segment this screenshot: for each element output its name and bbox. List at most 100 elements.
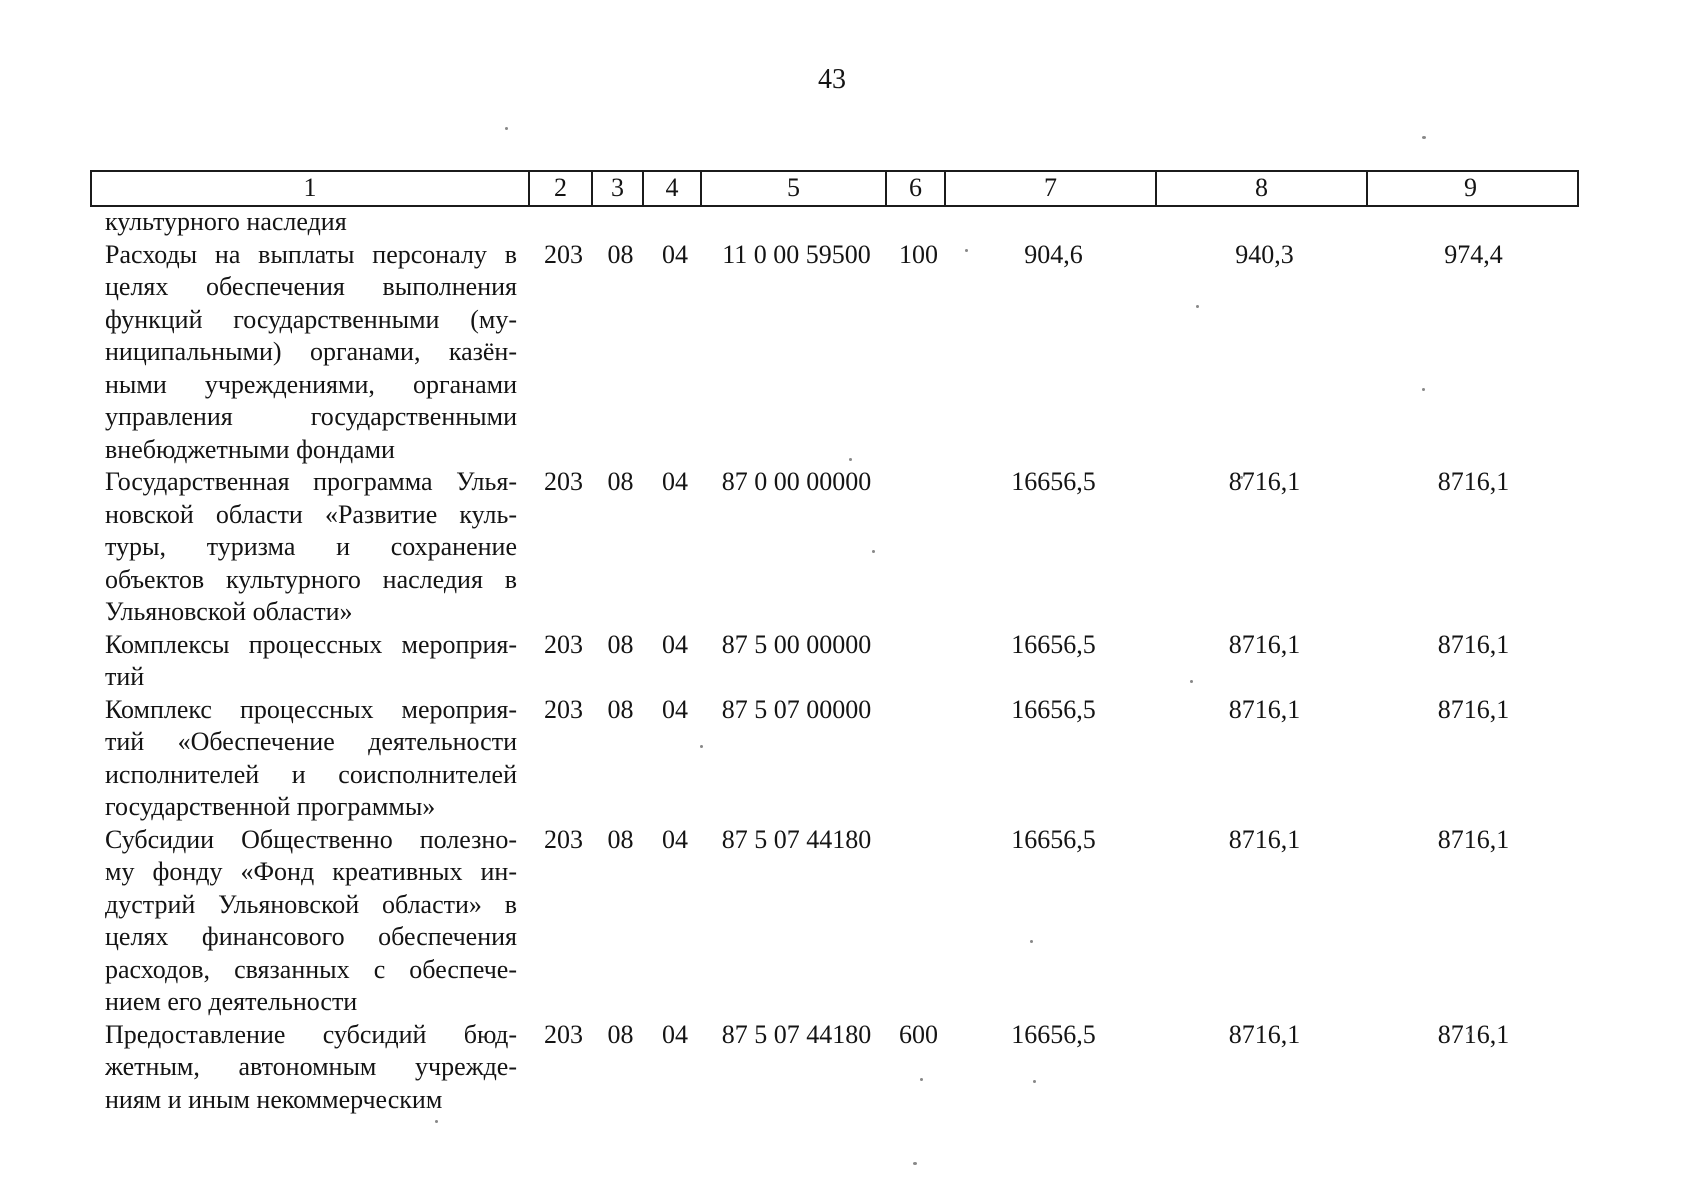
cell-c3: 08 [607,824,634,854]
table-row: Субсидии Общественно полезно-му фонду «Ф… [92,824,1577,1019]
row-text-line: Комплекс процессных мероприя- [105,694,517,724]
cell-c9: 8716,1 [1437,1019,1510,1049]
cell-c2: 203 [544,694,583,724]
scan-speck [1240,476,1243,479]
cell-c6 [889,206,948,239]
expense-name-cell: Расходы на выплаты персоналу в целях обес… [92,239,532,467]
cell-c2: 203 [544,239,583,269]
row-text-line: новской области «Развитие куль- [105,499,517,529]
scan-speck [1422,136,1426,139]
cell-c6: 600 [899,1019,938,1049]
column-number-cell: 4 [644,172,702,205]
cell-c7: 16656,5 [1011,1019,1096,1049]
column-number-cell: 8 [1157,172,1368,205]
row-text-line: туры, туризма и сохранение [105,532,517,561]
expense-name-cell: Предоставление субсидий бюд-жетным, авто… [92,1019,532,1117]
cell-c9 [1370,206,1577,239]
row-text-line: исполнителей и соисполнителей [105,759,517,789]
row-text-line: ными учреждениями, органами [105,369,517,399]
row-text-line: расходов, связанных с обеспече- [105,954,517,984]
scan-speck [849,458,852,461]
scan-speck [1190,680,1193,683]
scan-speck [505,127,508,130]
cell-c5: 11 0 00 59500 [722,239,871,269]
expense-name-cell: Комплексы процессных мероприя-тий [92,629,532,694]
row-text-line: функций государственными (му- [105,304,517,334]
table-row: Расходы на выплаты персоналу в целях обес… [92,239,1577,467]
row-text-line: Государственная программа Улья- [105,467,517,496]
row-text-line: Ульяновской области» [105,597,353,626]
cell-c3: 08 [607,239,634,269]
cell-c6 [889,694,948,824]
cell-c2: 203 [544,1019,583,1049]
scan-speck [1468,1032,1471,1035]
cell-c7: 16656,5 [1011,694,1096,724]
cell-c7: 16656,5 [1011,467,1096,496]
scan-speck [872,550,875,553]
cell-c5: 87 5 00 00000 [721,629,872,659]
cell-c3: 08 [607,467,634,496]
row-text-line: ниципальными) органами, казён- [105,337,517,366]
scan-speck [1196,305,1199,308]
cell-c5: 87 5 07 00000 [721,694,872,724]
cell-c3: 08 [607,629,634,659]
scan-speck [1033,1080,1036,1083]
cell-c9: 8716,1 [1437,629,1510,659]
cell-c8: 8716,1 [1228,467,1301,496]
row-text-line: Расходы на выплаты персоналу в [105,239,517,269]
row-text-line: тий [105,662,145,691]
row-text-line: ниям и иным некоммерческим [105,1084,443,1114]
row-text-line: Комплексы процессных мероприя- [105,629,517,659]
column-number-cell: 2 [530,172,593,205]
row-text-line: му фонду «Фонд креативных ин- [105,857,517,886]
cell-c3: 08 [607,694,634,724]
row-text-line: нием его деятельности [105,987,358,1016]
row-text-line: Субсидии Общественно полезно- [105,824,517,854]
cell-c3: 08 [607,1019,634,1049]
row-text-line: целях финансового обеспечения [105,922,517,951]
scan-speck [1030,940,1033,943]
cell-c4: 04 [662,239,688,269]
row-text-line: управления государственными [105,402,517,431]
table-row: Комплекс процессных мероприя-тий «Обеспе… [92,694,1577,824]
column-number-cell: 7 [946,172,1157,205]
column-number-cell: 9 [1464,173,1477,202]
table-row: Предоставление субсидий бюд-жетным, авто… [92,1019,1577,1117]
scan-speck [700,745,703,748]
row-text-line: культурного наследия [105,207,347,236]
expense-name-cell: Субсидии Общественно полезно-му фонду «Ф… [92,824,532,1019]
page-number: 43 [818,64,846,95]
cell-c9: 8716,1 [1437,467,1510,496]
cell-c5 [704,206,889,239]
cell-c7: 16656,5 [1011,824,1096,854]
cell-c2: 203 [544,824,583,854]
cell-c4: 04 [662,824,688,854]
cell-c6 [889,466,948,629]
row-text-line: объектов культурного наследия в [105,564,517,594]
cell-c8: 940,3 [1235,239,1294,269]
cell-c8: 8716,1 [1228,629,1301,659]
cell-c8: 8716,1 [1228,1019,1301,1049]
cell-c9: 8716,1 [1437,824,1510,854]
scan-speck [920,1078,923,1081]
cell-c8: 8716,1 [1228,694,1301,724]
cell-c6: 100 [899,239,938,269]
row-text-line: тий «Обеспечение деятельности [105,727,517,756]
cell-c3 [595,206,646,239]
cell-c4: 04 [662,1019,688,1049]
table-row: Комплексы процессных мероприя-тий 203 08 04… [92,629,1577,694]
column-number-cell: 6 [887,172,946,205]
cell-c5: 87 5 07 44180 [721,1019,872,1049]
column-number-cell: 1 [92,172,530,205]
cell-c9: 8716,1 [1437,694,1510,724]
cell-c7 [948,206,1159,239]
scan-speck [1422,388,1425,391]
cell-c8: 8716,1 [1228,824,1301,854]
column-number-cell: 3 [593,172,644,205]
cell-c2: 203 [544,629,583,659]
budget-table-body: культурного наследия Расходы на выплаты п… [92,206,1577,1116]
cell-c4: 04 [662,629,688,659]
table-row: Государственная программа Улья-новской о… [92,466,1577,629]
